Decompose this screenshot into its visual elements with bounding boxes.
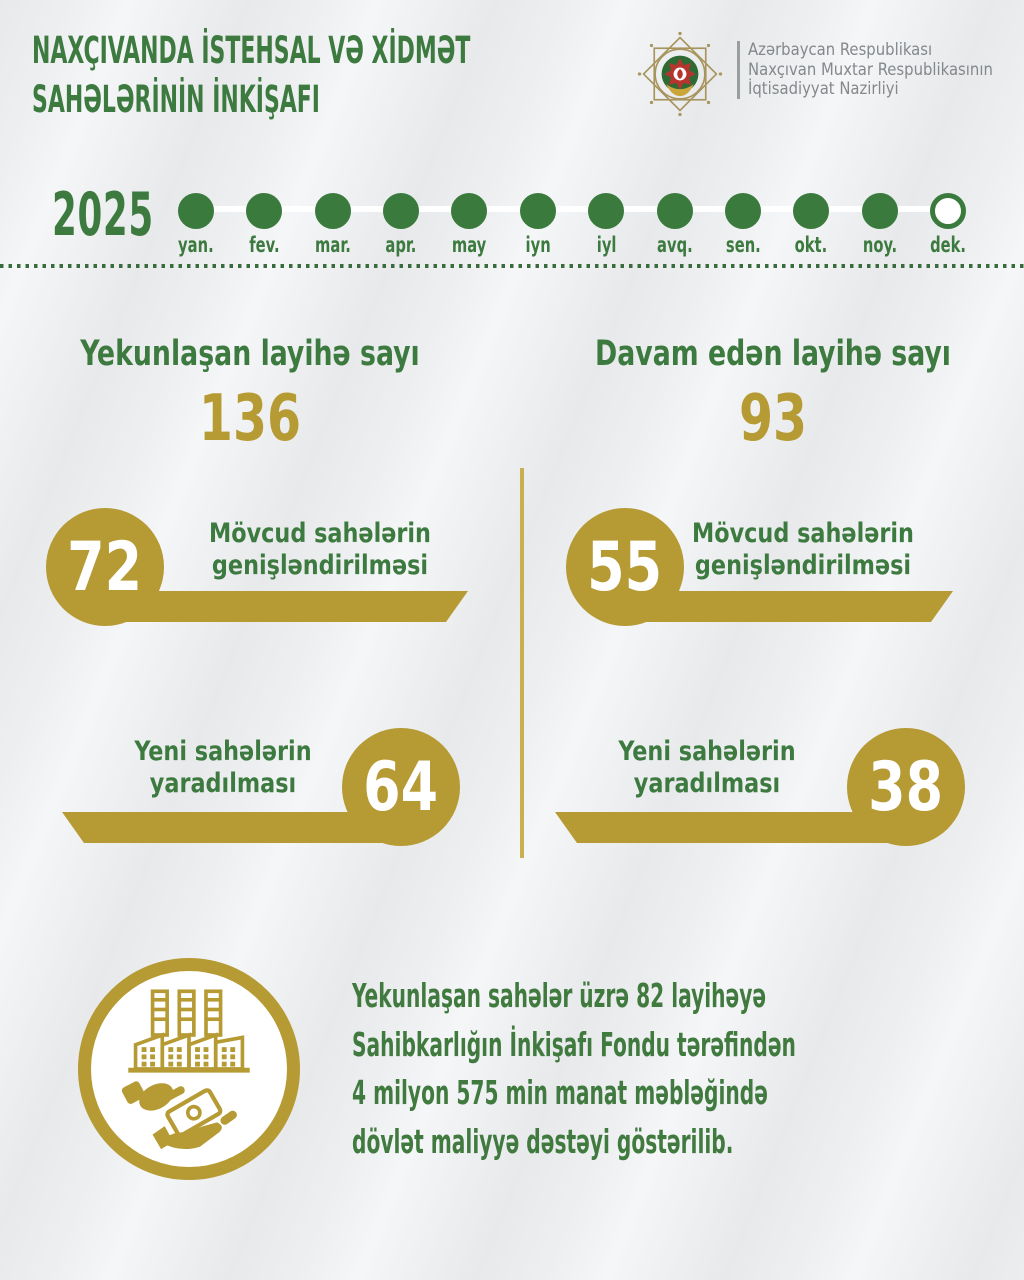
stat-value: 38 [868,747,944,827]
stat-value-bubble: 38 [847,728,965,846]
ongoing-projects-header: Davam edən layihə sayı 93 [548,334,998,456]
stat-label-line: genişləndirilməsi [211,550,429,581]
month-dot [724,193,761,229]
month-label: yan. [178,233,214,257]
ministry-name: Azərbaycan Respublikası Naxçıvan Muxtar … [748,40,993,99]
completed-projects-header: Yekunlaşan layihə sayı 136 [25,334,475,456]
month-dot [588,193,625,229]
page-title-line-2: SAHƏLƏRİNİN İNKİŞAFI [32,78,320,121]
factory-funding-icon [121,989,250,1150]
funding-line-4: dövlət maliyyə dəstəyi göstərilib. [352,1121,734,1161]
stat-value-bubble: 72 [46,508,164,626]
funding-summary-text: Yekunlaşan sahələr üzrə 82 layihəyə Sahi… [352,972,796,1166]
month-dot [861,193,898,229]
timeline-track [196,206,948,212]
month-dot [451,193,488,229]
timeline-month: noy. [848,193,912,257]
month-label: iyn [525,233,551,257]
funding-icon-badge [78,958,300,1180]
stat-label-line: genişləndirilməsi [694,550,912,581]
stat-value: 72 [67,527,143,607]
month-label: fev. [249,233,280,257]
timeline-month: yan. [164,193,228,257]
stat-label-line: Yeni sahələrin [618,736,796,767]
timeline-month: apr. [369,193,433,257]
month-dot [793,193,830,229]
stat-value: 64 [363,747,439,827]
timeline-year: 2025 [52,180,154,250]
month-dot [383,193,420,229]
month-label: mar. [314,233,351,257]
ongoing-title: Davam edən layihə sayı [595,334,951,374]
stat-label-completed-expansion: Mövcud sahələrin genişləndirilməsi [170,518,470,582]
ministry-line-3: İqtisadiyyat Nazirliyi [748,79,899,98]
month-label: okt. [794,233,828,257]
funding-line-3: 4 milyon 575 min manat məbləğində [352,1073,768,1112]
timeline-months: yan. fev. mar. apr. may iyn iyl avq. sen… [164,193,980,257]
month-label: sen. [725,233,761,257]
funding-line-1: Yekunlaşan sahələr üzrə 82 layihəyə [352,976,767,1015]
stat-value: 55 [587,527,663,607]
month-label: apr. [385,233,417,257]
funding-line-2: Sahibkarlığın İnkişafı Fondu tərəfindən [352,1024,796,1064]
stat-label-line: Mövcud sahələrin [209,518,431,549]
stat-label-line: Mövcud sahələrin [692,518,914,549]
stat-value-bubble: 64 [342,728,460,846]
stat-label-line: Yeni sahələrin [134,736,312,767]
timeline-month: fev. [232,193,296,257]
stat-label-line: yaradılması [149,768,297,799]
column-divider [520,468,524,858]
timeline-month: okt. [779,193,843,257]
month-label: dek. [929,233,966,257]
timeline-month: mar. [301,193,365,257]
month-dot [178,193,214,229]
timeline-month: sen. [711,193,775,257]
ministry-line-2: Naxçıvan Muxtar Respublikasının [748,59,993,79]
stat-ribbon [555,812,907,843]
stat-label-completed-new: Yeni sahələrin yaradılması [73,736,373,800]
dotted-divider [0,264,1024,268]
stat-ribbon [622,591,953,622]
timeline-month: iyn [506,193,570,257]
month-label: noy. [862,233,897,257]
month-dot [314,193,351,229]
month-dot [246,193,283,229]
ministry-line-1: Azərbaycan Respublikası [748,40,933,59]
timeline-month: iyl [574,193,638,257]
month-dot [929,193,966,229]
month-label: iyl [596,233,617,257]
timeline-month: avq. [643,193,707,257]
completed-title: Yekunlaşan layihə sayı [80,334,420,374]
stat-ribbon [102,591,468,622]
completed-total: 136 [198,382,302,456]
ministry-emblem-logo [637,31,723,117]
page-title: NAXÇIVANDA İSTEHSAL VƏ XİDMƏT SAHƏLƏRİNİ… [32,26,470,124]
stat-label-ongoing-expansion: Mövcud sahələrin genişləndirilməsi [653,518,953,582]
month-label: avq. [656,233,693,257]
month-dot [656,193,693,229]
timeline-month: dek. [916,193,980,257]
brand-divider [737,41,740,99]
stat-label-line: yaradılması [633,768,781,799]
month-dot [519,193,556,229]
stat-value-bubble: 55 [566,508,684,626]
timeline-month: may [437,193,501,257]
ongoing-total: 93 [738,382,808,456]
page-title-line-1: NAXÇIVANDA İSTEHSAL VƏ XİDMƏT [32,29,471,72]
month-label: may [452,233,487,257]
stat-label-ongoing-new: Yeni sahələrin yaradılması [557,736,857,800]
